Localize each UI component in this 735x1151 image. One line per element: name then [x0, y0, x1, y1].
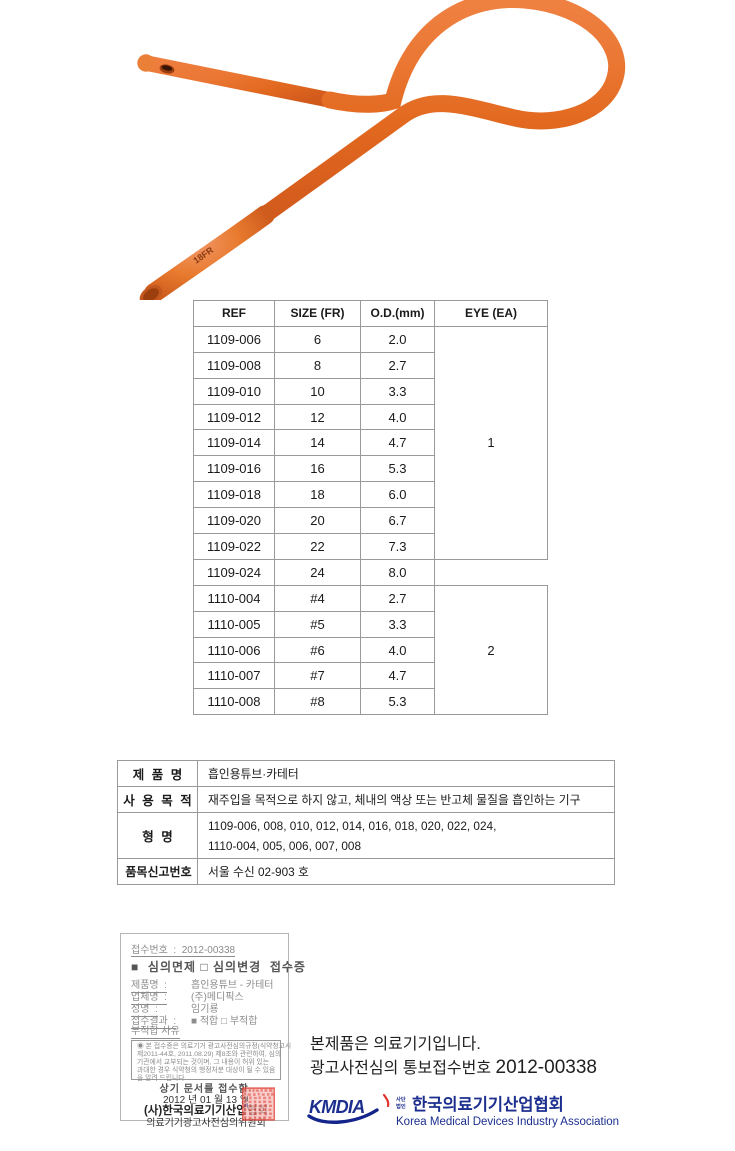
svg-text:기: 기 [244, 1103, 248, 1110]
svg-text:한국의료기기산업협회: 한국의료기기산업협회 [412, 1094, 564, 1114]
svg-text:임: 임 [244, 1096, 248, 1103]
svg-text:Korea Medical Devices Industry: Korea Medical Devices Industry Associati… [396, 1116, 619, 1128]
svg-text:KMDIA: KMDIA [309, 1097, 365, 1117]
svg-text:사단: 사단 [396, 1095, 406, 1103]
svg-text:법인: 법인 [396, 1102, 406, 1110]
